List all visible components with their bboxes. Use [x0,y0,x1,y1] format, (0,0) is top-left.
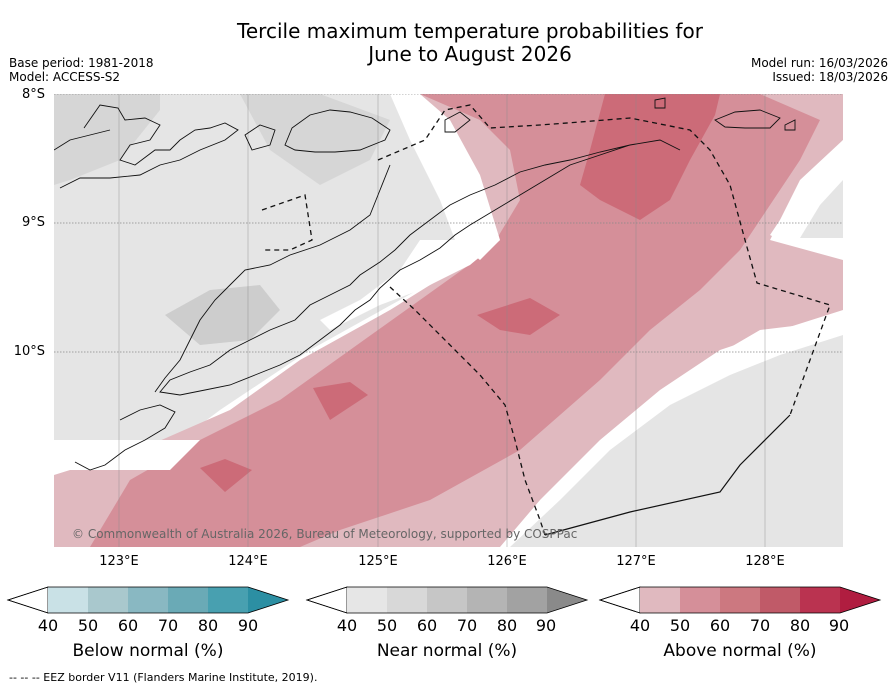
cb-above-tick-40: 40 [629,616,651,635]
cb-near-tick-50: 50 [376,616,398,635]
copyright-notice: © Commonwealth of Australia 2026, Bureau… [72,527,578,541]
issued-date: Issued: 18/03/2026 [772,70,888,84]
model-name: Model: ACCESS-S2 [9,70,121,84]
cb-below-tick-80: 80 [197,616,219,635]
cb-title-near: Near normal (%) [376,641,518,661]
eez-border-solid [544,414,791,536]
colorbar-segment [640,587,680,613]
low-signal-gap-3 [54,440,200,470]
title-line-2: June to August 2026 [368,42,572,66]
model-run: Model run: 16/03/2026 [750,56,888,70]
low-signal-gap-2 [320,240,500,330]
metadata-right: Model run: 16/03/2026 Issued: 18/03/2026 [751,56,888,84]
cb-near-tick-90: 90 [535,616,557,635]
lat-label-8s: 8°S [21,87,45,102]
lon-label-125e: 125°E [358,554,398,569]
colorbar-below-normal [6,586,290,614]
cb-above-tick-60: 60 [709,616,731,635]
coastlines [54,97,796,471]
colorbar-segment [208,587,248,613]
cb-title-below: Below normal (%) [72,641,224,661]
cb-above-tick-90: 90 [828,616,850,635]
near-normal-patch-1 [54,94,160,185]
footer-note: -- -- -- EEZ border V11 (Flanders Marine… [9,671,318,684]
cb-below-tick-40: 40 [37,616,59,635]
lat-label-10s: 10°S [13,344,45,359]
colorbar-outline [305,586,589,614]
near-normal-patch-2 [240,94,390,185]
colorbar-right-extend [248,587,288,613]
cb-below-tick-60: 60 [117,616,139,635]
colorbar-segment [720,587,760,613]
map-area [54,94,843,547]
colorbar-segment [467,587,507,613]
cb-below-tick-50: 50 [77,616,99,635]
cb-above-tick-80: 80 [789,616,811,635]
colorbar-left-extend [6,586,49,614]
colorbar-segment [88,587,128,613]
above-normal-patch-4 [200,459,252,492]
colorbar-near-normal [305,586,589,614]
near-normal-zone-east [800,180,843,238]
cb-above-tick-50: 50 [669,616,691,635]
lat-label-9s: 9°S [21,215,45,230]
colorbar-segment [48,587,88,613]
cb-below-tick-70: 70 [157,616,179,635]
colorbar-segment [128,587,168,613]
metadata-left: Base period: 1981-2018 Model: ACCESS-S2 [9,56,154,84]
cb-above-tick-70: 70 [749,616,771,635]
colorbars [6,586,882,614]
lon-label-128e: 128°E [745,554,785,569]
title-line-1: Tercile maximum temperature probabilitie… [237,19,703,43]
colorbar-segment [347,587,387,613]
colorbar-segment [427,587,467,613]
cb-near-tick-70: 70 [456,616,478,635]
cb-near-tick-40: 40 [336,616,358,635]
near-normal-zone-north [54,94,500,440]
cb-near-tick-80: 80 [496,616,518,635]
low-signal-gap-4 [770,140,843,240]
map-title: Tercile maximum temperature probabilitie… [0,20,896,66]
colorbar-segment [760,587,800,613]
lon-label-124e: 124°E [228,554,268,569]
colorbar-outline [598,586,882,614]
lon-label-127e: 127°E [616,554,656,569]
colorbar-right-extend [840,587,880,613]
colorbar-segment [680,587,720,613]
colorbar-segment [507,587,547,613]
near-normal-zone-south [510,335,843,547]
base-period: Base period: 1981-2018 [9,56,154,70]
low-signal-gap-1 [390,94,500,260]
colorbar-segment [800,587,840,613]
cb-title-above: Above normal (%) [663,641,817,661]
colorbar-segment [387,587,427,613]
colorbar-right-extend [547,587,587,613]
cb-near-tick-60: 60 [416,616,438,635]
colorbar-left-extend [305,586,348,614]
lon-label-126e: 126°E [487,554,527,569]
colorbar-outline [6,586,290,614]
colorbar-left-extend [598,586,641,614]
colorbar-above-normal [598,586,882,614]
above-normal-patch-2 [477,298,560,335]
cb-below-tick-90: 90 [237,616,259,635]
eez-borders [261,104,831,536]
colorbar-segment [168,587,208,613]
near-normal-patch-3 [165,285,280,345]
above-normal-patch-3 [313,382,368,420]
above-normal-patch-1 [580,94,720,220]
lon-label-123e: 123°E [99,554,139,569]
gridlines [54,94,843,547]
